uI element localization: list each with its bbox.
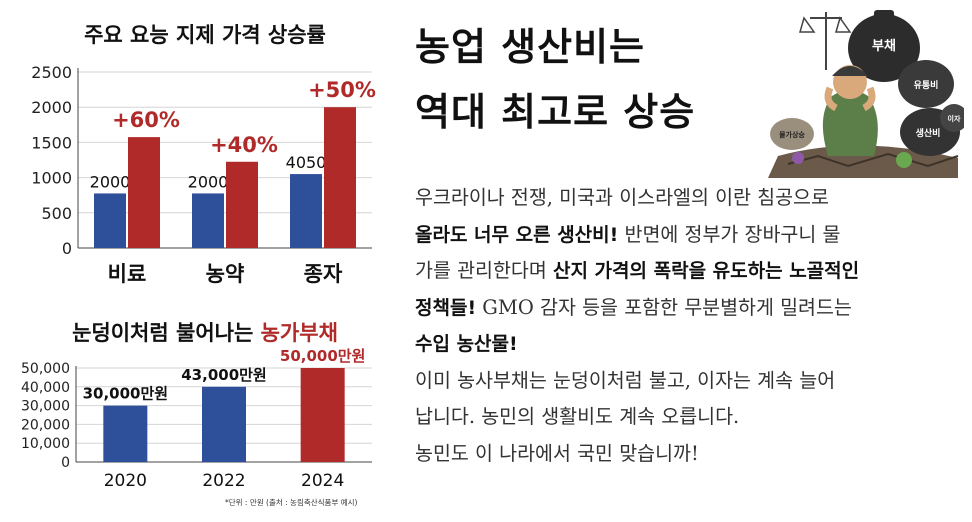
x-category-label: 비료 <box>108 262 147 286</box>
y-tick-label: 10,000 <box>21 436 70 452</box>
bar <box>94 193 126 248</box>
distribution-cost-sack-label: 유통비 <box>914 79 939 91</box>
body-text-run: 우크라이나 전쟁, 미국과 이스라엘의 이란 침공으로 <box>415 186 829 209</box>
bar <box>192 193 224 248</box>
interest-sack-label: 이자 <box>948 114 961 123</box>
body-text-run: 납니다. 농민의 생활비도 계속 오릅니다. <box>415 405 740 428</box>
body-text-run: GMO 감자 등을 포함한 무분별하게 밀려드는 <box>476 295 852 319</box>
price-increase-chart: 주요 요능 지제 가격 상승률 0 500 1000 1500 2000 2500 2000 +… <box>31 23 376 286</box>
debt-burden-farmer-illustration: 부채 유통비 생산비 이자 물가상승 <box>768 10 964 178</box>
body-line: 올라도 너무 오른 생산비! 반면에 정부가 장바구니 물 <box>415 217 963 254</box>
y-tick-label: 20,000 <box>21 417 70 433</box>
emphasis-text: 산지 가격의 폭락을 유도하는 노골적인 <box>552 260 860 282</box>
emphasis-text: 정책들! <box>415 296 477 319</box>
increase-label: +50% <box>308 78 376 102</box>
y-tick-label: 500 <box>41 204 72 223</box>
y-tick-label: 40,000 <box>21 380 70 396</box>
body-line: 수입 농산물! <box>415 326 963 363</box>
y-tick-label: 1500 <box>31 133 72 152</box>
y-tick-label: 0 <box>62 239 72 258</box>
bar <box>324 107 356 248</box>
y-tick-label: 2500 <box>31 63 72 82</box>
value-label: 50,000만원 <box>280 347 365 365</box>
value-label: 2000 <box>90 172 131 191</box>
value-label: 2000 <box>188 172 229 191</box>
bar <box>103 405 148 462</box>
chart-title-part: 농가부채 <box>261 321 338 345</box>
body-line: 이미 농사부채는 눈덩이처럼 불고, 이자는 계속 늘어 <box>415 363 963 400</box>
body-text-run: 이미 농사부채는 눈덩이처럼 불고, 이자는 계속 늘어 <box>415 368 836 392</box>
x-category-label: 2022 <box>202 471 245 491</box>
debt-sack-label: 부채 <box>872 39 896 54</box>
headline-line-2: 역대 최고로 상승 <box>415 90 696 134</box>
y-tick-label: 30,000 <box>21 399 70 415</box>
emphasis-text: 수입 농산물! <box>415 333 518 355</box>
increase-label: +60% <box>112 108 180 132</box>
chart-title: 주요 요능 지제 가격 상승률 <box>84 23 326 47</box>
bar <box>226 161 258 248</box>
body-line: 가를 관리한다며 산지 가격의 폭락을 유도하는 노골적인 <box>415 253 963 290</box>
chart-title-part: 눈덩이처럼 불어나는 <box>72 321 261 345</box>
production-cost-sack-label: 생산비 <box>916 127 941 139</box>
body-line: 정책들! GMO 감자 등을 포함한 무분별하게 밀려드는 <box>415 290 963 327</box>
chart-title: 눈덩이처럼 불어나는 농가부채 <box>72 321 338 345</box>
y-tick-label: 2000 <box>31 98 72 117</box>
x-category-label: 2024 <box>301 471 344 491</box>
headline-line-1: 농업 생산비는 <box>415 25 645 69</box>
y-tick-label: 50,000 <box>21 361 70 377</box>
y-tick-label: 0 <box>61 455 70 471</box>
body-line: 우크라이나 전쟁, 미국과 이스라엘의 이란 침공으로 <box>415 180 963 217</box>
x-category-label: 농약 <box>206 262 245 286</box>
body-text-run: 농민도 이 나라에서 국민 맞습니까! <box>415 441 699 465</box>
increase-label: +40% <box>210 133 278 157</box>
y-tick-label: 1000 <box>31 169 72 188</box>
body-text-run: 반면에 정부가 장바구니 물 <box>618 222 841 246</box>
emphasis-text: 올라도 너무 오른 생산비! <box>415 223 619 246</box>
x-category-label: 종자 <box>304 262 343 286</box>
farm-debt-chart: 눈덩이처럼 불어나는 농가부채 0 10,000 20,000 30,000 40,000… <box>21 321 372 491</box>
value-label: 4050 <box>286 153 327 172</box>
bar <box>290 174 322 248</box>
body-line: 납니다. 농민의 생활비도 계속 오릅니다. <box>415 399 963 436</box>
value-label: 43,000만원 <box>181 366 266 384</box>
bar <box>300 368 345 462</box>
bar <box>128 137 160 248</box>
body-line: 농민도 이 나라에서 국민 맞습니까! <box>415 436 963 473</box>
x-category-label: 2020 <box>104 471 147 491</box>
body-text-run: 가를 관리한다며 <box>415 259 553 282</box>
chart-source-note: *단위 : 만원 (출처 : 농림축산식품부 예시) <box>225 498 358 507</box>
price-rise-sack-label: 물가상승 <box>779 130 805 139</box>
value-label: 30,000만원 <box>83 385 168 403</box>
bar <box>202 386 246 462</box>
